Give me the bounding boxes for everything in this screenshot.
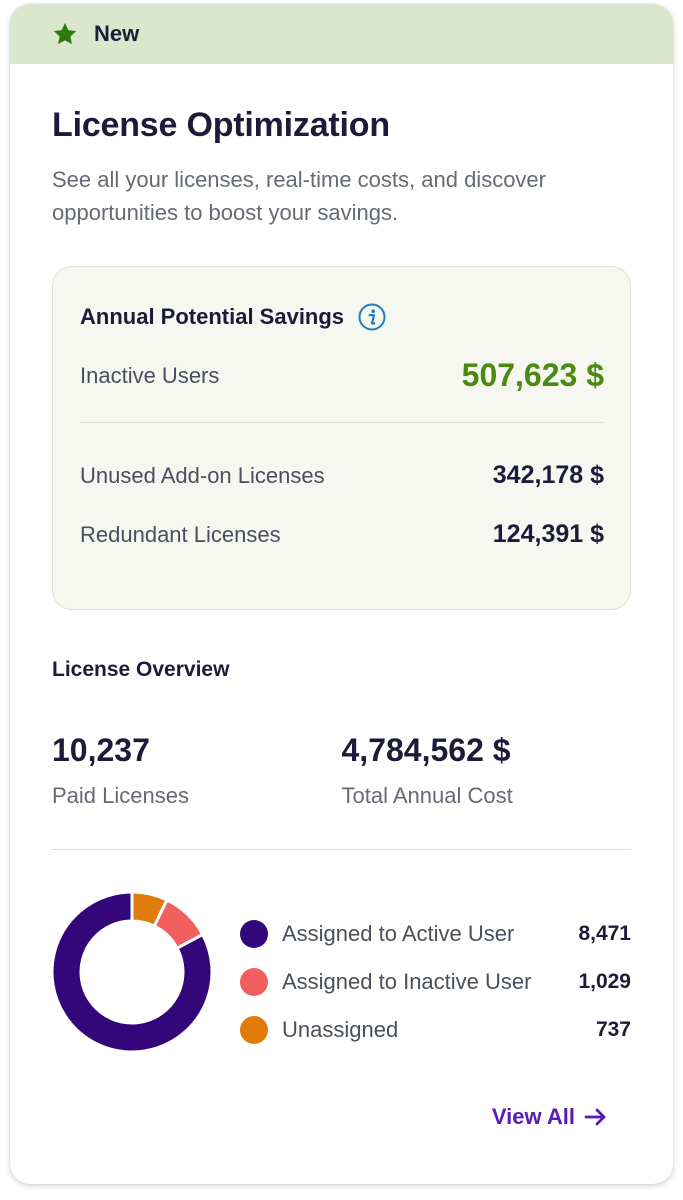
overview-title: License Overview	[52, 658, 230, 681]
savings-row-value: 124,391 $	[492, 520, 604, 548]
stat-label: Paid Licenses	[52, 783, 189, 808]
overview-divider	[52, 849, 631, 850]
license-chart: Assigned to Active User 8,471 Assigned to …	[52, 892, 631, 1054]
chart-legend: Assigned to Active User 8,471 Assigned to …	[240, 910, 631, 1054]
stat-value: 10,237	[52, 732, 150, 768]
info-icon[interactable]	[358, 303, 386, 331]
legend-value: 737	[595, 1018, 631, 1041]
savings-panel: Annual Potential Savings Inactive Users …	[52, 266, 631, 610]
legend-item: Assigned to Inactive User 1,029	[240, 958, 631, 1006]
savings-row-inactive-users: Inactive Users 507,623 $	[80, 357, 604, 394]
arrow-right-icon	[583, 1106, 609, 1128]
savings-row-label: Unused Add-on Licenses	[80, 462, 325, 488]
savings-row-value: 342,178 $	[492, 461, 604, 489]
star-icon	[52, 21, 78, 47]
savings-divider	[80, 422, 604, 423]
stat-label: Total Annual Cost	[341, 783, 513, 808]
savings-row-label: Redundant Licenses	[80, 521, 281, 547]
legend-label: Assigned to Active User	[282, 921, 515, 946]
stat-total-cost: 4,784,562 $ Total Annual Cost	[342, 732, 632, 809]
overview-stats: 10,237 Paid Licenses 4,784,562 $ Total A…	[52, 732, 631, 809]
stat-value: 4,784,562 $	[341, 732, 511, 768]
page-subtitle: See all your licenses, real-time costs, …	[52, 167, 546, 225]
savings-row-unused-addons: Unused Add-on Licenses 342,178 $	[80, 461, 604, 490]
legend-label: Unassigned	[282, 1017, 399, 1042]
legend-item: Assigned to Active User 8,471	[240, 910, 631, 958]
savings-row-value: 507,623 $	[461, 357, 604, 393]
page-title: License Optimization	[52, 106, 390, 144]
legend-item: Unassigned 737	[240, 1006, 631, 1054]
view-all-label: View All	[491, 1104, 575, 1129]
legend-value: 1,029	[578, 970, 631, 993]
donut-chart	[52, 892, 212, 1052]
new-banner: New	[10, 4, 673, 64]
view-all-link[interactable]: View All	[492, 1104, 609, 1130]
savings-row-label: Inactive Users	[80, 362, 220, 388]
savings-title: Annual Potential Savings	[80, 304, 345, 329]
legend-swatch	[240, 968, 268, 996]
legend-swatch	[240, 920, 268, 948]
stat-paid-licenses: 10,237 Paid Licenses	[52, 732, 342, 809]
license-optimization-card: New License Optimization See all your li…	[10, 4, 673, 1184]
new-badge-label: New	[94, 21, 140, 46]
legend-value: 8,471	[578, 922, 631, 945]
legend-swatch	[240, 1016, 268, 1044]
donut-slice	[52, 892, 212, 1052]
savings-row-redundant: Redundant Licenses 124,391 $	[80, 520, 604, 549]
legend-label: Assigned to Inactive User	[282, 969, 532, 994]
